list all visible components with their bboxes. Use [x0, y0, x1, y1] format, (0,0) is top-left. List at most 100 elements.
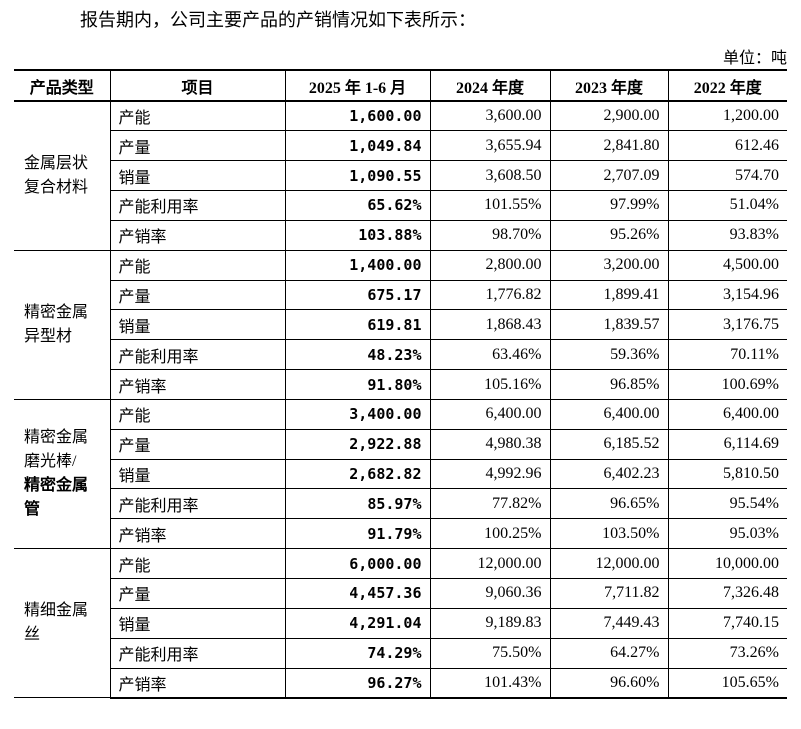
- value-cell: 1,200.00: [667, 100, 787, 132]
- data-row: 销量 4,291.04 9,189.83 7,449.43 7,740.15: [14, 607, 787, 639]
- value-cell: 2,682.82: [284, 458, 431, 490]
- value-cell: 96.65%: [549, 488, 669, 520]
- value-cell: 9,189.83: [429, 607, 551, 639]
- value-cell: 103.88%: [284, 219, 431, 251]
- header-cell: 2024 年度: [429, 69, 551, 102]
- production-table: 产品类型 项目 2025 年 1-6 月 2024 年度 2023 年度 2022 年度金…: [14, 69, 787, 699]
- value-cell: 1,839.57: [549, 309, 669, 341]
- value-cell: 85.97%: [284, 488, 431, 520]
- data-row: 产销率 96.27% 101.43% 96.60% 105.65%: [14, 667, 787, 699]
- value-cell: 4,992.96: [429, 458, 551, 490]
- value-cell: 1,776.82: [429, 279, 551, 311]
- value-cell: 4,980.38: [429, 428, 551, 460]
- value-cell: 3,200.00: [549, 249, 669, 281]
- value-cell: 7,711.82: [549, 578, 669, 609]
- value-cell: 2,841.80: [549, 130, 669, 162]
- data-row: 精细金属丝产能 6,000.00 12,000.00 12,000.00 10,000.…: [14, 548, 787, 699]
- item-cell: 产能: [109, 100, 286, 132]
- item-cell: 销量: [109, 160, 286, 192]
- value-cell: 91.80%: [284, 369, 431, 400]
- item-cell: 产销率: [109, 667, 286, 699]
- value-cell: 74.29%: [284, 637, 431, 669]
- value-cell: 9,060.36: [429, 578, 551, 609]
- header-cell: 项目: [109, 69, 286, 102]
- value-cell: 3,600.00: [429, 100, 551, 132]
- data-row: 销量 2,682.82 4,992.96 6,402.23 5,810.50: [14, 458, 787, 490]
- data-row: 产量 2,922.88 4,980.38 6,185.52 6,114.69: [14, 428, 787, 460]
- value-cell: 2,800.00: [429, 249, 551, 281]
- value-cell: 2,707.09: [549, 160, 669, 192]
- data-row: 产销率 91.79% 100.25% 103.50% 95.03%: [14, 518, 787, 550]
- value-cell: 63.46%: [429, 339, 551, 371]
- value-cell: 6,000.00: [284, 548, 431, 579]
- intro-text: 报告期内，公司主要产品的产销情况如下表所示：: [80, 10, 476, 30]
- item-cell: 销量: [109, 607, 286, 639]
- value-cell: 96.27%: [284, 667, 431, 699]
- item-cell: 产能: [109, 548, 286, 579]
- value-cell: 97.99%: [549, 190, 669, 221]
- value-cell: 7,449.43: [549, 607, 669, 639]
- value-cell: 1,600.00: [284, 100, 431, 132]
- value-cell: 101.55%: [429, 190, 551, 221]
- value-cell: 100.25%: [429, 518, 551, 550]
- data-row: 产能利用率 65.62% 101.55% 97.99% 51.04%: [14, 190, 787, 221]
- item-cell: 销量: [109, 309, 286, 341]
- data-row: 产量 1,049.84 3,655.94 2,841.80 612.46: [14, 130, 787, 162]
- item-cell: 产量: [109, 578, 286, 609]
- value-cell: 3,400.00: [284, 398, 431, 430]
- type-line: 精密金属: [24, 429, 89, 447]
- value-cell: 3,154.96: [667, 279, 787, 311]
- value-cell: 93.83%: [667, 219, 787, 251]
- value-cell: 100.69%: [667, 369, 787, 400]
- data-row: 产能利用率 74.29% 75.50% 64.27% 73.26%: [14, 637, 787, 669]
- type-cell: 精密金属 异型材: [14, 249, 111, 400]
- data-row: 产量 4,457.36 9,060.36 7,711.82 7,326.48: [14, 578, 787, 609]
- type-line: 金属层状: [24, 154, 89, 172]
- data-row: 精密金属 异型材 产能 1,400.00 2,800.00 3,200.00 4,500.0…: [14, 249, 787, 400]
- unit-label: 单位：吨: [722, 50, 787, 67]
- value-cell: 96.60%: [549, 667, 669, 699]
- type-line: 丝: [24, 626, 41, 644]
- value-cell: 10,000.00: [667, 548, 787, 579]
- value-cell: 77.82%: [429, 488, 551, 520]
- data-row: 产能利用率 48.23% 63.46% 59.36% 70.11%: [14, 339, 787, 371]
- type-line: 复合材料: [24, 178, 89, 196]
- item-cell: 销量: [109, 458, 286, 490]
- header-cell: 2023 年度: [549, 69, 669, 102]
- value-cell: 51.04%: [667, 190, 787, 221]
- value-cell: 619.81: [284, 309, 431, 341]
- value-cell: 65.62%: [284, 190, 431, 221]
- data-row: 产销率 91.80% 105.16% 96.85% 100.69%: [14, 369, 787, 400]
- item-cell: 产销率: [109, 369, 286, 400]
- value-cell: 612.46: [667, 130, 787, 162]
- type-line: 异型材: [24, 327, 73, 345]
- data-row: 精密金属 磨光棒/精密金属管产能 3,400.00 6,400.00 6,400.00 6…: [14, 398, 787, 550]
- value-cell: 7,326.48: [667, 578, 787, 609]
- value-cell: 6,400.00: [549, 398, 669, 430]
- value-cell: 91.79%: [284, 518, 431, 550]
- value-cell: 75.50%: [429, 637, 551, 669]
- value-cell: 3,655.94: [429, 130, 551, 162]
- value-cell: 98.70%: [429, 219, 551, 251]
- value-cell: 1,868.43: [429, 309, 551, 341]
- value-cell: 574.70: [667, 160, 787, 192]
- value-cell: 2,900.00: [549, 100, 669, 132]
- value-cell: 4,457.36: [284, 578, 431, 609]
- value-cell: 12,000.00: [429, 548, 551, 579]
- value-cell: 103.50%: [549, 518, 669, 550]
- value-cell: 12,000.00: [549, 548, 669, 579]
- value-cell: 95.26%: [549, 219, 669, 251]
- type-cell: 金属层状 复合材料: [14, 100, 111, 251]
- value-cell: 59.36%: [549, 339, 669, 371]
- type-line: 精密金属: [24, 303, 89, 321]
- value-cell: 2,922.88: [284, 428, 431, 460]
- value-cell: 1,090.55: [284, 160, 431, 192]
- item-cell: 产量: [109, 130, 286, 162]
- item-cell: 产能利用率: [109, 488, 286, 520]
- value-cell: 1,899.41: [549, 279, 669, 311]
- value-cell: 5,810.50: [667, 458, 787, 490]
- item-cell: 产销率: [109, 518, 286, 550]
- value-cell: 6,114.69: [667, 428, 787, 460]
- type-line: 磨光棒/: [24, 453, 77, 471]
